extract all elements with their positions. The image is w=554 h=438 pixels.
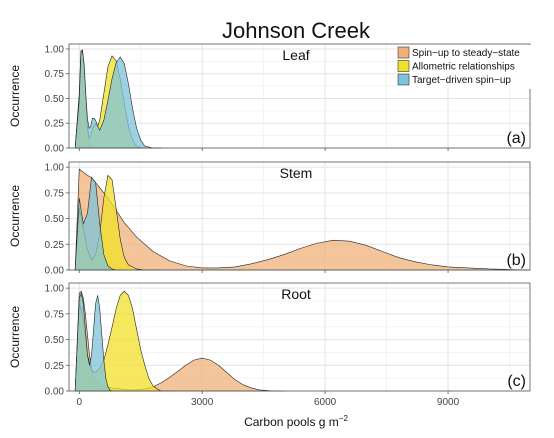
y-axis-label: Occurrence (8, 185, 22, 247)
legend-box (396, 45, 531, 89)
panel-title: Stem (280, 165, 313, 181)
panel-border (68, 43, 531, 149)
panel-tag: (a) (506, 130, 526, 147)
y-tick-label: 0.75 (45, 309, 65, 320)
legend: Spin−up to steady−state Allometric relati… (396, 45, 531, 89)
x-axis-label: Carbon pools g m−2 (244, 414, 348, 429)
x-tick-label: 6000 (314, 397, 337, 408)
panel-tag: (c) (507, 373, 526, 390)
legend-label: Target−driven spin−up (412, 75, 511, 86)
x-tick-label: 9000 (437, 397, 460, 408)
x-tick-label: 3000 (191, 397, 214, 408)
y-tick-label: 0.50 (45, 214, 65, 225)
y-tick-label: 0.50 (45, 335, 65, 346)
y-axis-labels: Occurrence Occurrence Occurrence (8, 65, 22, 368)
y-tick-label: 0.75 (45, 69, 65, 80)
panel-root: 0.00 0.25 0.50 0.75 1.00 Root (c) (45, 282, 531, 398)
y-tick-label: 1.00 (45, 284, 65, 295)
panel-stem: 0.00 0.25 0.50 0.75 1.00 Stem (b) (45, 161, 531, 277)
y-tick-label: 1.00 (45, 44, 65, 55)
x-tick-label: 0 (76, 397, 82, 408)
density-area (74, 50, 162, 149)
y-tick-label: 0.25 (45, 361, 65, 372)
panel-title: Root (281, 286, 311, 302)
panel-tag: (b) (506, 252, 526, 269)
legend-label: Spin−up to steady−state (412, 48, 520, 59)
x-axis-label-superscript: −2 (339, 414, 349, 423)
x-axis-label-text: Carbon pools g m (244, 415, 339, 429)
y-tick-label: 0.25 (45, 119, 65, 130)
panel-border (68, 282, 531, 392)
y-tick-label: 0.00 (45, 266, 65, 277)
y-tick-label: 0.00 (45, 144, 65, 155)
legend-swatch (397, 46, 410, 59)
legend-swatch (397, 60, 410, 72)
y-axis-label: Occurrence (8, 65, 22, 127)
y-tick-label: 1.00 (45, 163, 65, 174)
panel-title: Leaf (282, 47, 309, 63)
y-tick-label: 0.25 (45, 240, 65, 251)
panels: 0.000.250.500.751.00 Leaf(a)0.000.250.500… (45, 43, 531, 408)
chart-title: Johnson Creek (222, 18, 371, 43)
y-tick-label: 0.50 (45, 94, 65, 105)
density-area (74, 292, 113, 392)
y-tick-label: 0.00 (45, 387, 65, 398)
panel-border (68, 161, 531, 271)
y-tick-label: 0.75 (45, 188, 65, 199)
legend-swatch (397, 73, 410, 86)
y-axis-label: Occurrence (8, 306, 22, 368)
legend-label: Allometric relationships (412, 62, 515, 73)
